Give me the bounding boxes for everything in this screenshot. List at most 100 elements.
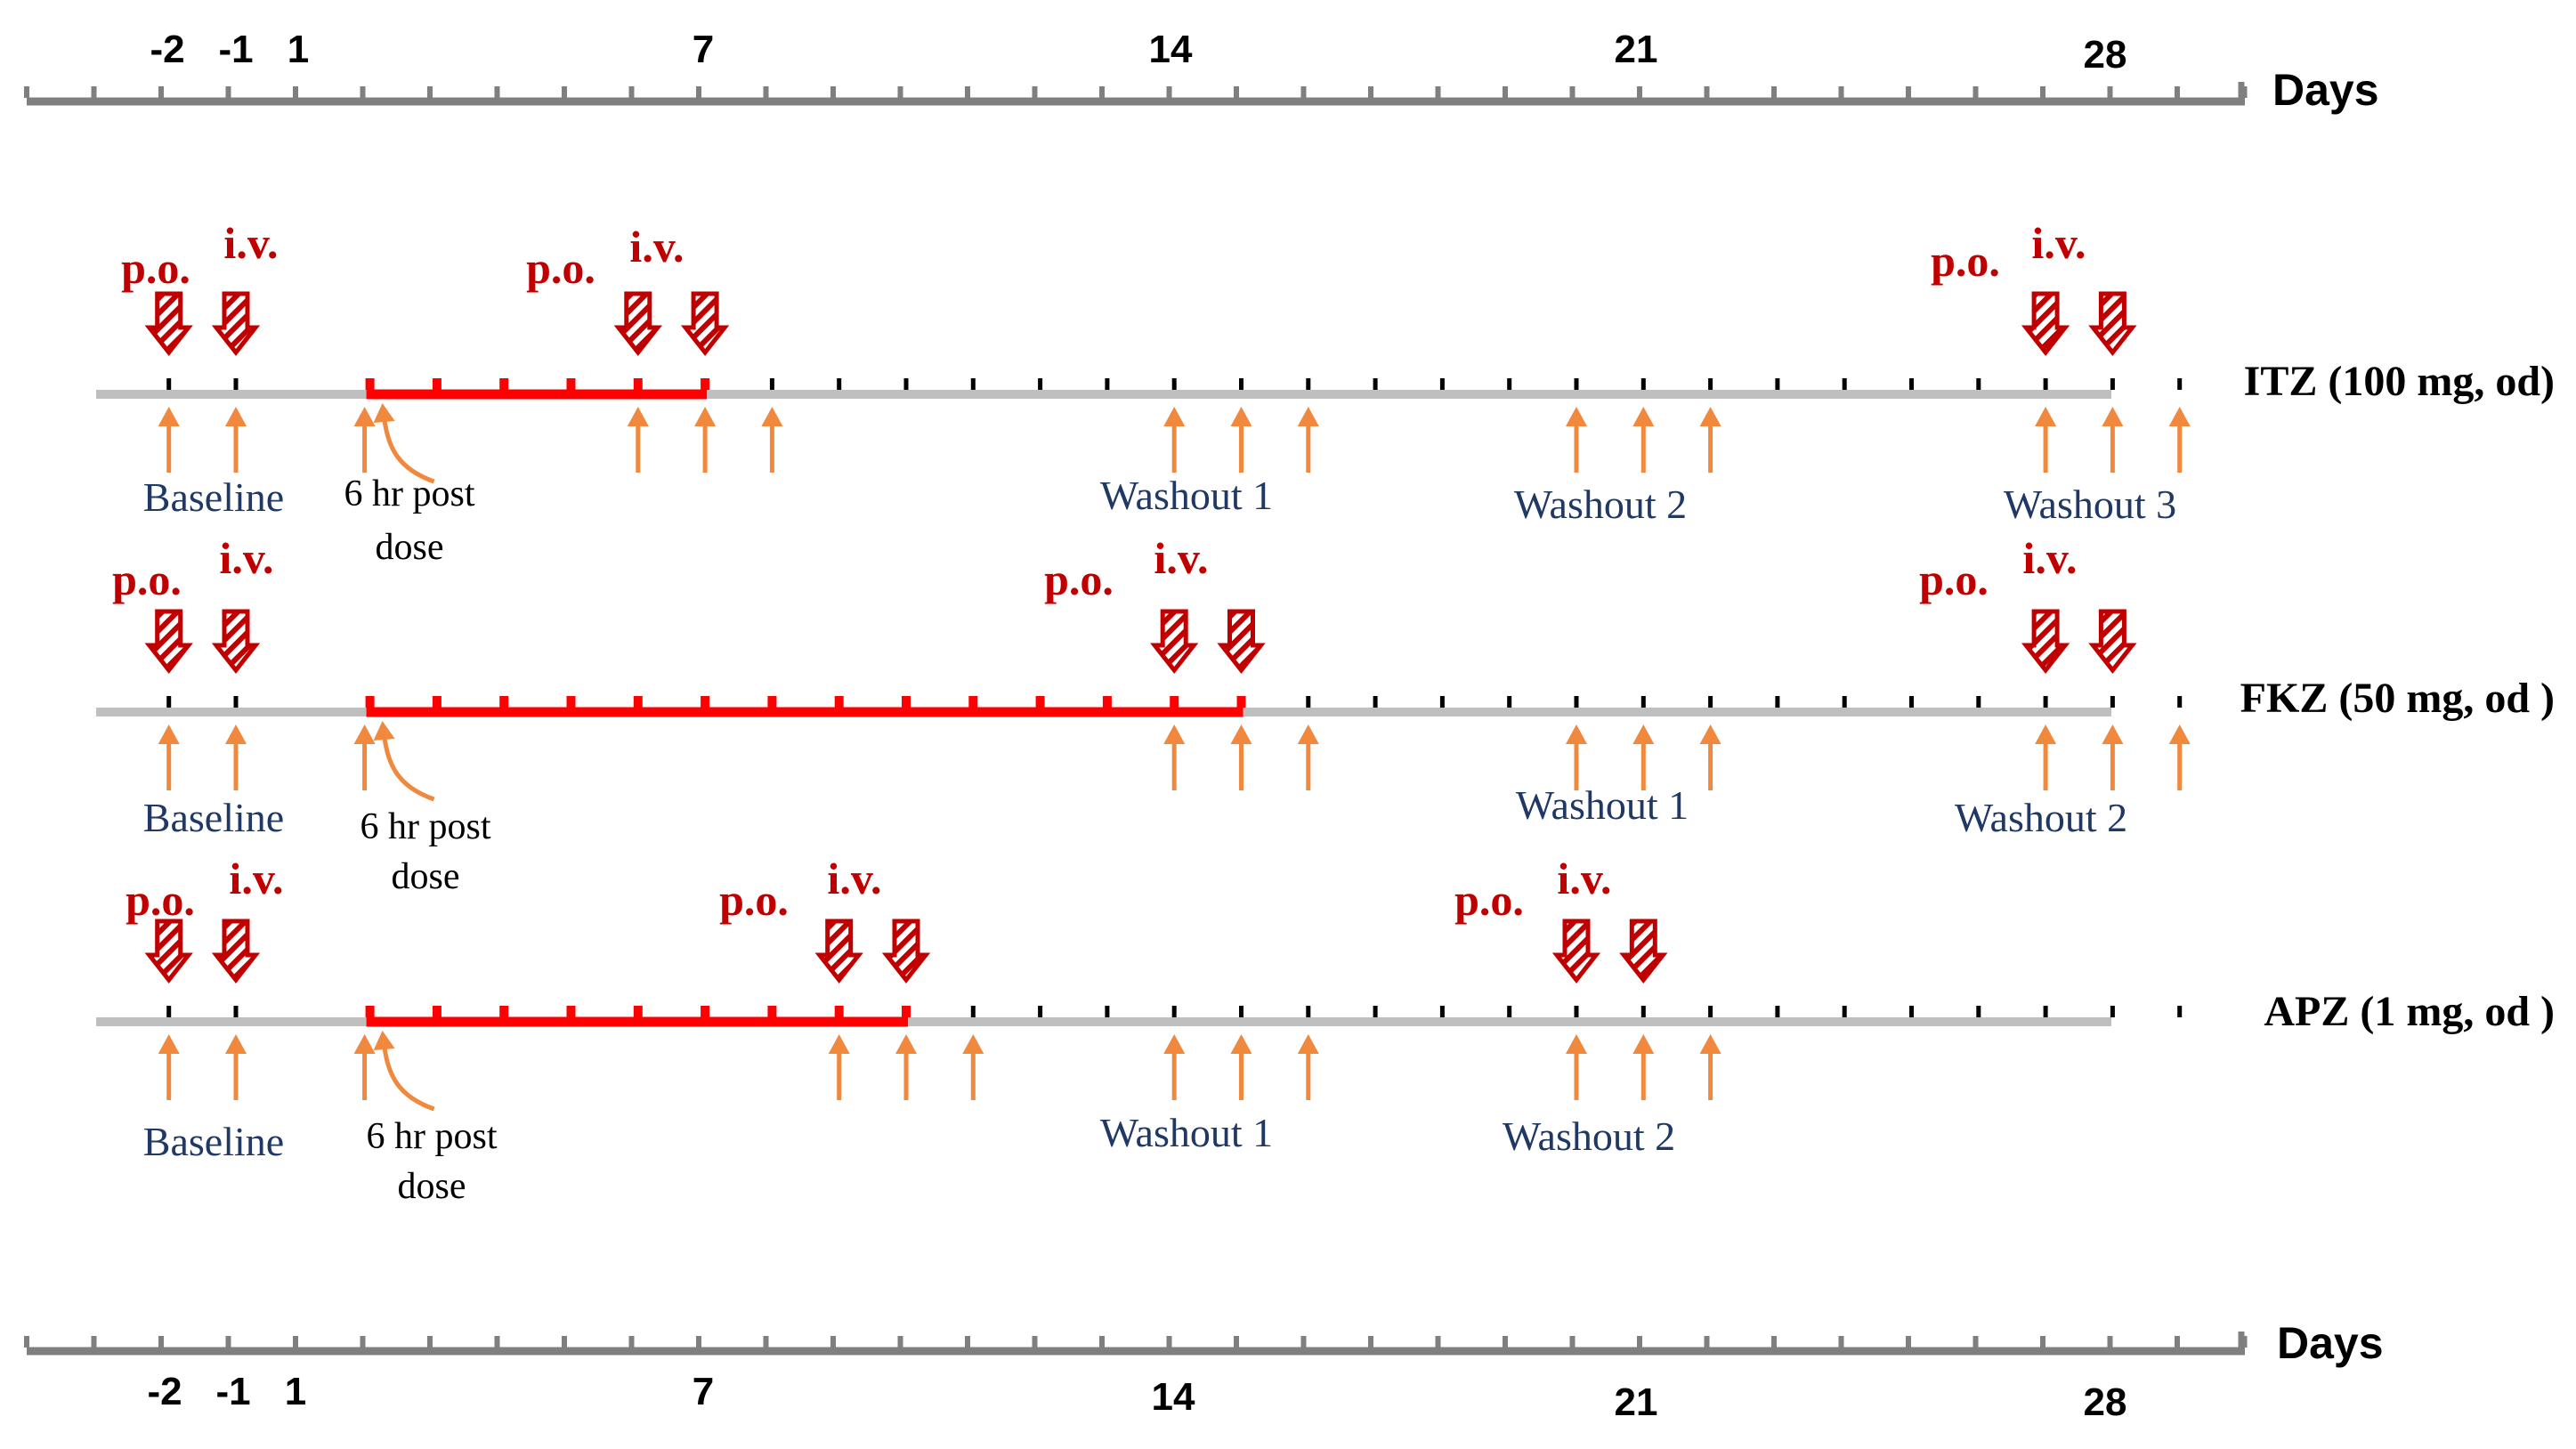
itz-phase-washout-1: Washout 1: [1100, 473, 1273, 518]
itz-row: p.o. i.v. p.o. i.v. p.o. i.v. ITZ (100 m…: [96, 218, 2555, 568]
itz-admin-arrow-icon: [211, 291, 261, 357]
itz-sampling-arrow-icon: [1699, 407, 1721, 426]
fkz-iv-label-3: i.v.: [2022, 533, 2077, 583]
fkz-sampling-arrow-icon: [2035, 724, 2057, 744]
bottom-axis-label-14: 14: [1152, 1375, 1195, 1419]
fkz-note-line2: dose: [392, 856, 460, 897]
apz-iv-label-1: i.v.: [229, 854, 283, 903]
itz-sampling-arrow-icon: [353, 407, 376, 426]
top-axis-title: Days: [2272, 65, 2379, 115]
itz-drug-label: ITZ (100 mg, od): [2244, 358, 2555, 405]
fkz-oral-label-2: p.o.: [1044, 555, 1114, 604]
top-axis-label-7: 7: [693, 28, 714, 71]
apz-sampling-arrow-icon: [1566, 1034, 1587, 1054]
apz-phase-washout-2: Washout 2: [1503, 1113, 1675, 1159]
apz-row: p.o. i.v. p.o. i.v. p.o. i.v. APZ (1 mg,…: [96, 854, 2555, 1207]
itz-sampling-arrow-icon: [1632, 407, 1655, 426]
itz-oral-label-1: p.o.: [121, 243, 190, 293]
fkz-sampling-arrow-icon: [2102, 724, 2124, 744]
bottom-axis-label-28: 28: [2084, 1380, 2127, 1424]
apz-oral-label-1: p.o.: [126, 875, 195, 925]
apz-iv-label-2: i.v.: [827, 854, 881, 903]
apz-admin-arrow-icon: [144, 919, 193, 984]
fkz-drug-label: FKZ (50 mg, od ): [2240, 675, 2555, 722]
bottom-axis-label-minus2: -2: [147, 1370, 182, 1413]
itz-row-graphics: [96, 291, 2191, 484]
bottom-days-axis: -2 -1 1 7 14 21 28 Days: [24, 1318, 2384, 1424]
apz-row-graphics: [96, 919, 2183, 1112]
apz-sampling-arrow-icon: [1699, 1034, 1721, 1054]
fkz-admin-arrow-icon: [1217, 609, 1266, 675]
apz-phase-baseline: Baseline: [143, 1119, 284, 1164]
fkz-sampling-arrow-icon: [353, 724, 376, 744]
fkz-sampling-arrow-icon: [1632, 724, 1655, 744]
bottom-axis-label-1: 1: [285, 1370, 306, 1413]
itz-phase-washout-2: Washout 2: [1514, 482, 1687, 527]
fkz-iv-label-1: i.v.: [219, 533, 273, 583]
top-axis-label-1: 1: [288, 28, 309, 71]
apz-pointer-icon: [373, 1031, 395, 1050]
itz-sampling-arrow-icon: [1297, 407, 1319, 426]
fkz-iv-label-2: i.v.: [1154, 533, 1208, 583]
itz-oral-label-3: p.o.: [1931, 236, 2000, 286]
apz-sampling-arrow-icon: [353, 1034, 376, 1054]
fkz-sampling-arrow-icon: [1699, 724, 1721, 744]
apz-admin-arrow-icon: [1619, 919, 1668, 984]
fkz-sampling-arrow-icon: [1163, 724, 1186, 744]
itz-iv-label-3: i.v.: [2031, 218, 2086, 268]
apz-sampling-arrow-icon: [225, 1034, 247, 1054]
itz-pointer-curve: [382, 417, 435, 484]
itz-note-line1: 6 hr post: [344, 474, 475, 514]
itz-sampling-arrow-icon: [2035, 407, 2057, 426]
bottom-axis-ticks: [24, 1332, 2248, 1356]
apz-sampling-arrow-icon: [158, 1034, 180, 1054]
bottom-axis-label-minus1: -1: [215, 1370, 250, 1413]
fkz-admin-arrow-icon: [1150, 609, 1199, 675]
fkz-admin-arrow-icon: [2021, 609, 2070, 675]
apz-sampling-arrow-icon: [1230, 1034, 1252, 1054]
top-axis-label-minus1: -1: [218, 28, 253, 71]
top-axis-ticks: [24, 82, 2248, 106]
apz-oral-label-3: p.o.: [1454, 875, 1524, 925]
itz-sampling-arrow-icon: [158, 407, 180, 426]
itz-admin-arrow-icon: [144, 291, 193, 357]
fkz-sampling-arrow-icon: [158, 724, 180, 744]
apz-iv-label-3: i.v.: [1557, 854, 1611, 903]
itz-sampling-arrow-icon: [225, 407, 247, 426]
fkz-sampling-arrow-icon: [1566, 724, 1587, 744]
itz-admin-arrow-icon: [2021, 291, 2070, 357]
itz-note-line2: dose: [376, 527, 444, 568]
fkz-phase-washout-2: Washout 2: [1955, 795, 2127, 840]
apz-sampling-arrow-icon: [1297, 1034, 1319, 1054]
itz-admin-arrow-icon: [680, 291, 730, 357]
top-axis-label-14: 14: [1149, 28, 1193, 71]
fkz-admin-arrow-icon: [211, 609, 261, 675]
bottom-axis-title: Days: [2277, 1318, 2384, 1368]
itz-sampling-arrow-icon: [1566, 407, 1587, 426]
fkz-note-line1: 6 hr post: [360, 806, 491, 847]
fkz-pointer-icon: [373, 721, 395, 741]
apz-admin-arrow-icon: [881, 919, 931, 984]
apz-drug-label: APZ (1 mg, od ): [2264, 988, 2555, 1035]
fkz-sampling-arrow-icon: [225, 724, 247, 744]
fkz-admin-arrow-icon: [144, 609, 193, 675]
apz-sampling-arrow-icon: [962, 1034, 984, 1054]
apz-sampling-arrow-icon: [1632, 1034, 1655, 1054]
itz-sampling-arrow-icon: [2168, 407, 2191, 426]
itz-iv-label-1: i.v.: [223, 218, 278, 268]
itz-sampling-arrow-icon: [694, 407, 717, 426]
apz-oral-label-2: p.o.: [719, 875, 789, 925]
itz-sampling-arrow-icon: [627, 407, 649, 426]
bottom-axis-label-21: 21: [1615, 1380, 1658, 1424]
fkz-admin-arrow-icon: [2088, 609, 2137, 675]
itz-phase-baseline: Baseline: [143, 474, 284, 520]
fkz-row: p.o. i.v. p.o. i.v. p.o. i.v. FKZ (50 mg…: [96, 533, 2555, 897]
fkz-pointer-curve: [382, 734, 435, 802]
top-axis-label-minus2: -2: [150, 28, 184, 71]
apz-admin-arrow-icon: [211, 919, 261, 984]
fkz-sampling-arrow-icon: [1297, 724, 1319, 744]
fkz-sampling-arrow-icon: [2168, 724, 2191, 744]
itz-sampling-arrow-icon: [2102, 407, 2124, 426]
fkz-oral-label-3: p.o.: [1919, 555, 1989, 604]
